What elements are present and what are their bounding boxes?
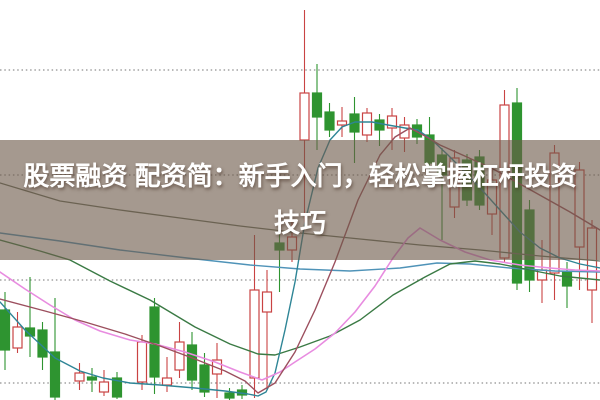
- headline-banner: 股票融资 配资简：新手入门，轻松掌握杠杆投资 技巧: [0, 140, 600, 260]
- headline-line-1: 股票融资 配资简：新手入门，轻松掌握杠杆投资: [23, 161, 577, 191]
- headline-line-2: 技巧: [273, 208, 326, 238]
